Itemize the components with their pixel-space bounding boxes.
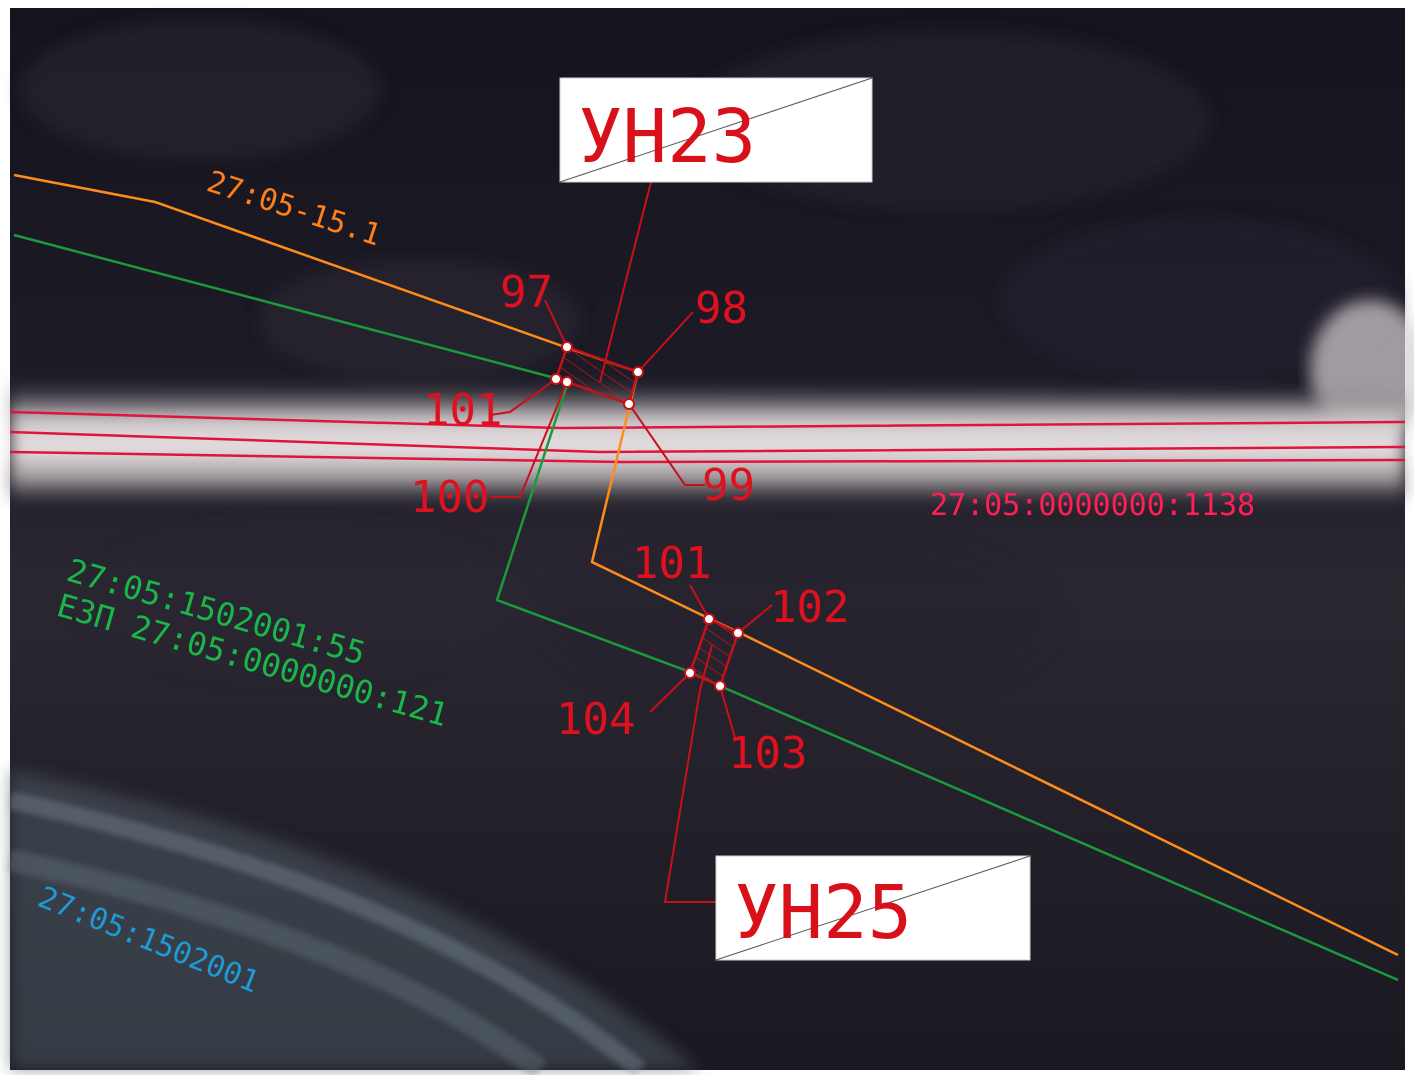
point-103-marker[interactable] <box>714 680 726 692</box>
point-101-label: 101 <box>423 385 502 436</box>
point-97-marker[interactable] <box>561 341 573 353</box>
point-100-label: 100 <box>410 472 489 523</box>
point-number-labels: 97 98 101 100 99 101 102 104 103 <box>410 267 849 779</box>
road-boundary <box>9 410 1406 464</box>
callout-un23-text: УН23 <box>578 94 756 180</box>
point-104-label: 104 <box>556 694 635 745</box>
point-99-label: 99 <box>702 460 755 511</box>
point-97-label: 97 <box>500 267 553 318</box>
parcel-label-road: 27:05:0000000:1138 <box>930 488 1255 523</box>
boundary-point-markers <box>550 341 744 692</box>
callout-un25[interactable]: УН25 <box>715 855 1031 961</box>
callout-un25-text: УН25 <box>734 870 912 956</box>
point-102-label: 102 <box>770 582 849 633</box>
point-101-marker[interactable] <box>550 373 562 385</box>
point-103-label: 103 <box>728 728 807 779</box>
point-98-marker[interactable] <box>632 366 644 378</box>
callout-un23[interactable]: УН23 <box>559 77 873 183</box>
point-102-marker[interactable] <box>732 627 744 639</box>
point-99-marker[interactable] <box>623 398 635 410</box>
point-101b-label: 101 <box>632 538 711 589</box>
point-100-marker[interactable] <box>561 376 573 388</box>
point-104-marker[interactable] <box>684 667 696 679</box>
point-98-label: 98 <box>695 283 748 334</box>
point-101b-marker[interactable] <box>703 613 715 625</box>
